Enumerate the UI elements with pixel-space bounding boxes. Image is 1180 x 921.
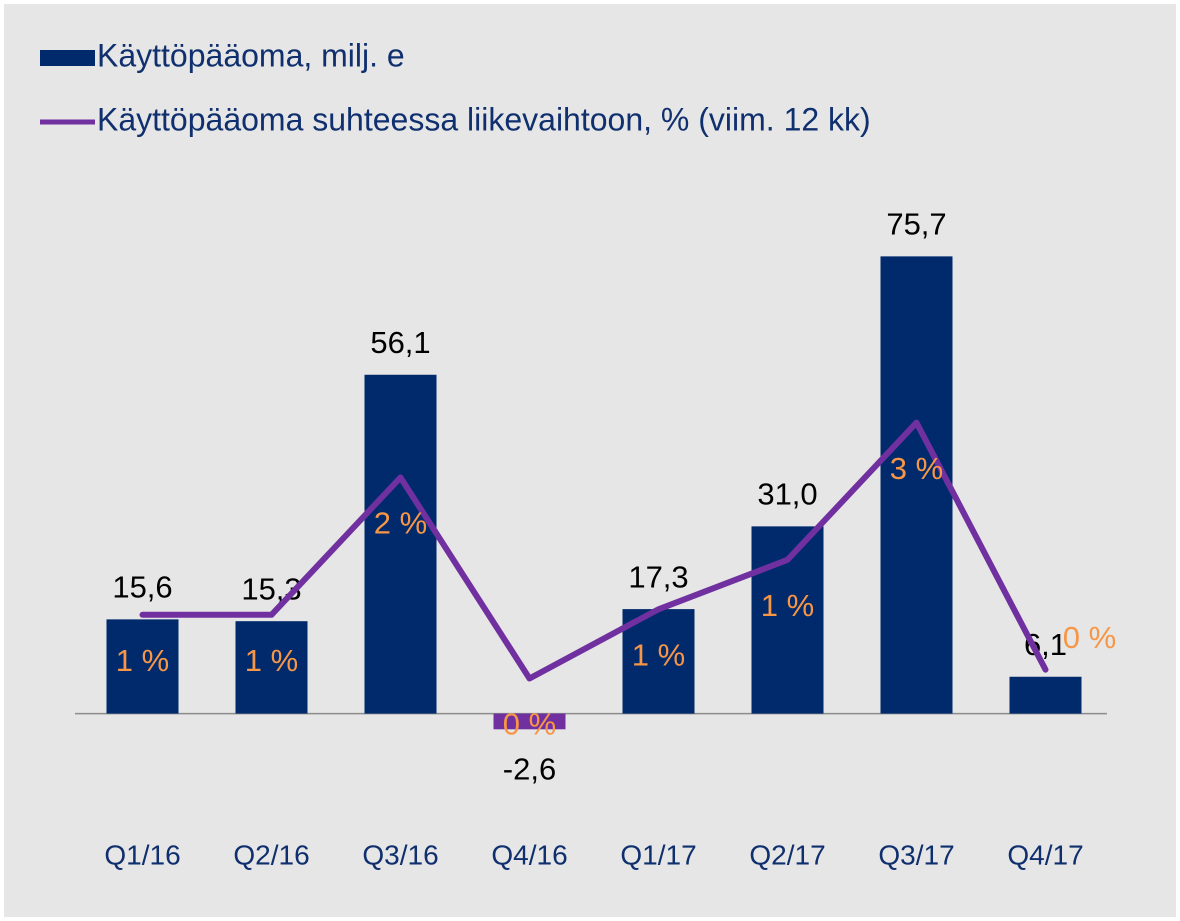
x-tick-label: Q2/16: [233, 839, 309, 870]
bar: [235, 621, 308, 714]
legend-swatch: [40, 50, 95, 66]
x-tick-label: Q1/16: [104, 839, 180, 870]
line-value-label: 0 %: [503, 707, 556, 742]
x-tick-label: Q3/16: [362, 839, 438, 870]
bar-value-label: 15,3: [241, 571, 301, 606]
bar: [493, 713, 566, 730]
line: [139, 419, 1049, 682]
x-tick-label: Q3/17: [878, 839, 954, 870]
x-tick-label: Q4/16: [491, 839, 567, 870]
line-value-label: 1 %: [116, 643, 169, 678]
line-value-label: 0 %: [1063, 620, 1116, 655]
line-value-label: 1 %: [245, 643, 298, 678]
bar: [880, 256, 953, 714]
bar-value-label: 17,3: [628, 559, 688, 594]
bar-value-label: 31,0: [757, 477, 817, 512]
bar: [1009, 676, 1082, 714]
bar: [622, 609, 695, 714]
line-value-label: 1 %: [632, 637, 685, 672]
line-value-label: 3 %: [890, 451, 943, 486]
bar: [364, 374, 437, 714]
legend-label: Käyttöpääoma, milj. e: [97, 37, 405, 73]
x-tick-label: Q4/17: [1007, 839, 1083, 870]
x-tick-label: Q2/17: [749, 839, 825, 870]
line-value-label: 2 %: [374, 506, 427, 541]
bar: [106, 619, 179, 714]
x-tick-label: Q1/17: [620, 839, 696, 870]
bar-value-label: 75,7: [886, 207, 946, 242]
line-value-label: 1 %: [761, 588, 814, 623]
bar-value-label: 56,1: [370, 325, 430, 360]
legend-label: Käyttöpääoma suhteessa liikevaihtoon, % …: [97, 101, 871, 137]
bar-value-label: -2,6: [503, 751, 556, 786]
bar-value-label: 15,6: [112, 570, 172, 605]
chart-background: [4, 4, 1176, 917]
